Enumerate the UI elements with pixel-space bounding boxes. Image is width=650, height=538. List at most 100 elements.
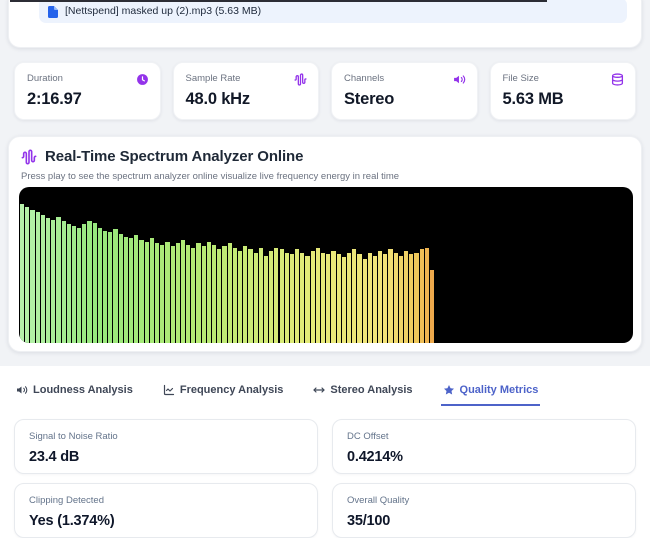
spectrum-bar (253, 253, 258, 343)
metric-card-overall-quality: Overall Quality 35/100 (332, 483, 636, 538)
spectrum-bar (170, 246, 175, 343)
spectrum-header: Real-Time Spectrum Analyzer Online (21, 148, 631, 165)
spectrum-bar (336, 254, 341, 343)
analysis-tab-bar: Loudness Analysis Frequency Analysis Ste… (14, 378, 541, 406)
spectrum-bar (383, 254, 388, 343)
spectrum-bar (388, 249, 393, 343)
spectrum-bar (66, 224, 71, 343)
spectrum-bar (300, 253, 305, 343)
spectrum-bar (217, 249, 222, 343)
spectrum-bar (25, 207, 30, 343)
spectrum-bar (295, 249, 300, 343)
spectrum-bar (315, 248, 321, 343)
spectrum-bar (414, 253, 419, 343)
spectrum-bar (430, 270, 435, 343)
stat-value: 2:16.97 (27, 90, 82, 108)
spectrum-bar (424, 248, 429, 343)
tab-label: Frequency Analysis (179, 384, 284, 396)
spectrum-bar (357, 254, 362, 343)
spectrum-bar (227, 243, 232, 343)
spectrum-bar (35, 212, 40, 343)
stat-value: 5.63 MB (502, 90, 564, 108)
stat-card-channels: Channels Stereo (331, 62, 478, 120)
spectrum-bar (206, 242, 212, 343)
analysis-panel: Loudness Analysis Frequency Analysis Ste… (0, 366, 650, 538)
stat-value: Stereo (344, 90, 395, 108)
metric-card-clipping: Clipping Detected Yes (1.374%) (14, 483, 318, 538)
spectrum-bar (149, 238, 154, 343)
spectrum-bar (92, 223, 97, 343)
spectrum-bar (160, 245, 165, 343)
spectrum-bar (243, 246, 248, 343)
spectrum-bar (393, 253, 398, 343)
volume-icon (453, 73, 466, 86)
player-strip-remnant (10, 0, 547, 2)
spectrum-bar (248, 249, 253, 343)
metric-value: Yes (1.374%) (29, 513, 115, 529)
spectrum-bar (87, 221, 92, 343)
spectrum-bar (362, 259, 367, 343)
spectrum-bar (30, 210, 35, 343)
spectrum-bar (305, 256, 310, 343)
spectrum-bar (289, 254, 295, 343)
spectrum-bar (404, 251, 409, 343)
spectrum-bar (45, 218, 51, 343)
audio-waveform-icon (21, 149, 37, 165)
stat-card-duration: Duration 2:16.97 (14, 62, 161, 120)
uploaded-file-chip[interactable]: [Nettspend] masked up (2).mp3 (5.63 MB) (39, 0, 627, 23)
spectrum-bar (352, 249, 357, 343)
stat-card-file-size: File Size 5.63 MB (489, 62, 636, 120)
quality-metrics-grid: Signal to Noise Ratio 23.4 dB DC Offset … (14, 419, 636, 538)
tab-quality-metrics[interactable]: Quality Metrics (440, 378, 541, 406)
spectrum-bar (71, 226, 77, 343)
stat-value: 48.0 kHz (185, 90, 251, 108)
spectrum-bar (128, 238, 134, 343)
spectrum-bar (310, 251, 315, 343)
spectrum-bar (82, 224, 87, 343)
spectrum-bar (367, 253, 372, 343)
tab-label: Loudness Analysis (33, 384, 133, 396)
stat-card-sample-rate: Sample Rate 48.0 kHz (172, 62, 319, 120)
spectrum-bar (97, 228, 103, 343)
tab-label: Quality Metrics (459, 384, 539, 396)
spectrum-analyzer-card: Real-Time Spectrum Analyzer Online Press… (8, 136, 642, 352)
spectrum-bar (196, 243, 201, 343)
audio-stats-row: Duration 2:16.97 Sample Rate 48.0 kHz Ch… (14, 62, 636, 120)
spectrum-bar (186, 245, 191, 343)
tab-frequency-analysis[interactable]: Frequency Analysis (161, 378, 286, 406)
file-icon (48, 5, 58, 18)
spectrum-canvas (19, 187, 633, 343)
spectrum-bar (409, 254, 414, 343)
tab-loudness-analysis[interactable]: Loudness Analysis (14, 378, 135, 406)
spectrum-bar (191, 248, 196, 343)
spectrum-bar (341, 257, 346, 343)
tab-stereo-analysis[interactable]: Stereo Analysis (311, 378, 414, 406)
spectrum-bar (118, 234, 123, 343)
metric-value: 35/100 (347, 513, 391, 529)
stat-label: File Size (502, 73, 539, 84)
spectrum-bar (103, 231, 108, 343)
chart-line-icon (163, 384, 175, 396)
spectrum-bar (139, 240, 144, 343)
metric-card-dc-offset: DC Offset 0.4214% (332, 419, 636, 474)
spectrum-bar (134, 235, 139, 343)
stat-label: Channels (344, 73, 385, 84)
spectrum-bar (222, 246, 227, 343)
database-icon (611, 73, 624, 86)
spectrum-bar (61, 221, 66, 343)
uploaded-file-card: [Nettspend] masked up (2).mp3 (5.63 MB) (8, 0, 642, 48)
spectrum-bar (419, 249, 424, 343)
spectrum-bar (56, 217, 61, 343)
star-icon (443, 384, 455, 396)
volume-icon (16, 384, 28, 396)
spectrum-subtitle: Press play to see the spectrum analyzer … (21, 171, 400, 182)
spectrum-bar (212, 245, 217, 343)
spectrum-bar (40, 215, 45, 343)
audio-waveform-icon (294, 73, 307, 86)
spectrum-bar (154, 243, 160, 343)
spectrum-bar (346, 253, 352, 343)
spectrum-bar (321, 253, 326, 343)
spectrum-bar (269, 251, 274, 343)
metric-value: 23.4 dB (29, 449, 80, 465)
spectrum-bar (113, 229, 118, 343)
